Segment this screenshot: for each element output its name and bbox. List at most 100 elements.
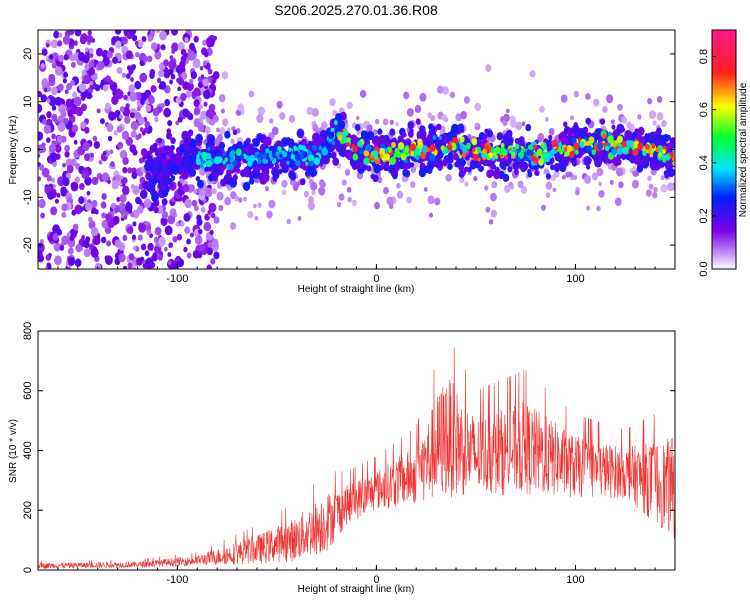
- spectrogram-point: [139, 72, 148, 83]
- spectrogram-point: [105, 75, 111, 83]
- spectrogram-point: [416, 130, 425, 141]
- spectrogram-point: [190, 71, 197, 80]
- spectrogram-point: [632, 148, 639, 156]
- spectrogram-point: [346, 137, 351, 143]
- spectrogram-point: [61, 235, 70, 246]
- spectrogram-point: [81, 169, 90, 180]
- spectrogram-point: [334, 125, 340, 133]
- spectrogram-point: [98, 160, 103, 165]
- spectrogram-point: [115, 40, 122, 49]
- spectrogram-point: [60, 186, 67, 195]
- spectrogram-point: [197, 123, 205, 132]
- spectrogram-point: [69, 54, 75, 62]
- snr-series-line: [38, 347, 675, 570]
- spectrogram-point: [53, 255, 62, 266]
- spectrogram-point: [88, 60, 95, 68]
- spectrogram-point: [61, 203, 68, 212]
- spectrogram-point: [358, 147, 365, 155]
- spectrogram-point: [168, 242, 174, 249]
- spectrogram-point: [56, 135, 63, 143]
- spectrogram-point: [128, 30, 137, 36]
- spectrogram-y-label: Frequency (Hz): [8, 116, 19, 185]
- spectrogram-point: [134, 80, 142, 90]
- spectrogram-point: [120, 178, 126, 185]
- x-tick-label: -100: [166, 574, 188, 586]
- spectrogram-point: [378, 147, 385, 156]
- spectrogram-point: [160, 44, 166, 51]
- spectrogram-point: [330, 151, 337, 159]
- spectrogram-point: [146, 183, 154, 193]
- spectrogram-point: [420, 152, 426, 160]
- spectrogram-point: [189, 78, 194, 84]
- spectrogram-point: [577, 129, 585, 139]
- spectrogram-point: [402, 168, 409, 177]
- spectrogram-point: [153, 206, 159, 214]
- spectrogram-point: [562, 137, 570, 147]
- spectrogram-point: [139, 189, 148, 200]
- spectrogram-point: [73, 139, 78, 145]
- spectrogram-point: [130, 76, 134, 82]
- spectrogram-point: [392, 137, 397, 144]
- spectrogram-point: [202, 39, 208, 46]
- spectrogram-point: [206, 41, 212, 48]
- spectrogram-point: [40, 94, 48, 103]
- spectrogram-point: [490, 162, 496, 170]
- spectrogram-point: [90, 226, 99, 237]
- spectrogram-point: [311, 189, 316, 196]
- spectrogram-point: [111, 180, 120, 190]
- spectrogram-point: [346, 186, 352, 193]
- spectrogram-point: [225, 172, 232, 181]
- y-tick-label: 400: [22, 441, 34, 459]
- spectrogram-point: [243, 140, 250, 148]
- spectrogram-point: [526, 149, 532, 157]
- spectrogram-point: [389, 128, 396, 136]
- spectrogram-point: [573, 90, 579, 98]
- spectrogram-point: [123, 215, 128, 220]
- spectrogram-point: [300, 154, 305, 160]
- spectrogram-point: [80, 182, 84, 188]
- spectrogram-point: [404, 147, 410, 153]
- spectrogram-point: [62, 35, 71, 45]
- spectrogram-point: [117, 141, 124, 150]
- spectrogram-point: [313, 157, 320, 166]
- spectrogram-point: [74, 204, 83, 215]
- spectrogram-point: [337, 134, 343, 141]
- spectrogram-point: [485, 64, 492, 73]
- spectrogram-point: [352, 153, 359, 161]
- spectrogram-point: [224, 157, 229, 163]
- spectrogram-point: [184, 226, 191, 235]
- spectrogram-point: [43, 77, 48, 83]
- y-tick-label: -10: [22, 189, 34, 205]
- spectrogram-point: [546, 139, 553, 147]
- spectrogram-point: [212, 114, 219, 123]
- spectrogram-point: [494, 154, 499, 160]
- spectrogram-point: [154, 116, 159, 123]
- spectrogram-point: [656, 96, 663, 103]
- spectrogram-point: [521, 121, 526, 127]
- spectrogram-point: [197, 76, 202, 82]
- spectrogram-point: [62, 162, 66, 168]
- spectrogram-point: [455, 113, 462, 122]
- spectrogram-point: [58, 32, 63, 38]
- spectrogram-point: [145, 104, 152, 112]
- spectrogram-point: [219, 126, 226, 135]
- spectrogram-point: [510, 184, 514, 190]
- spectrogram-point: [106, 240, 112, 247]
- spectrogram-point: [118, 114, 123, 120]
- spectrogram-point: [88, 216, 93, 223]
- spectrogram-point: [616, 167, 624, 177]
- y-tick-label: 20: [22, 48, 34, 60]
- spectrogram-point: [441, 86, 449, 95]
- spectrogram-point: [288, 115, 296, 123]
- spectrogram-point: [151, 193, 159, 203]
- spectrogram-point: [203, 221, 212, 232]
- spectrogram-point: [307, 201, 315, 211]
- spectrogram-point: [157, 137, 163, 144]
- spectrogram-point: [131, 34, 138, 42]
- spectrogram-point: [297, 216, 302, 221]
- spectrogram-point: [151, 178, 157, 186]
- colorbar-label: Normalized spectral amplitude: [738, 82, 749, 217]
- spectrogram-point: [70, 181, 79, 192]
- spectrogram-point: [107, 179, 111, 185]
